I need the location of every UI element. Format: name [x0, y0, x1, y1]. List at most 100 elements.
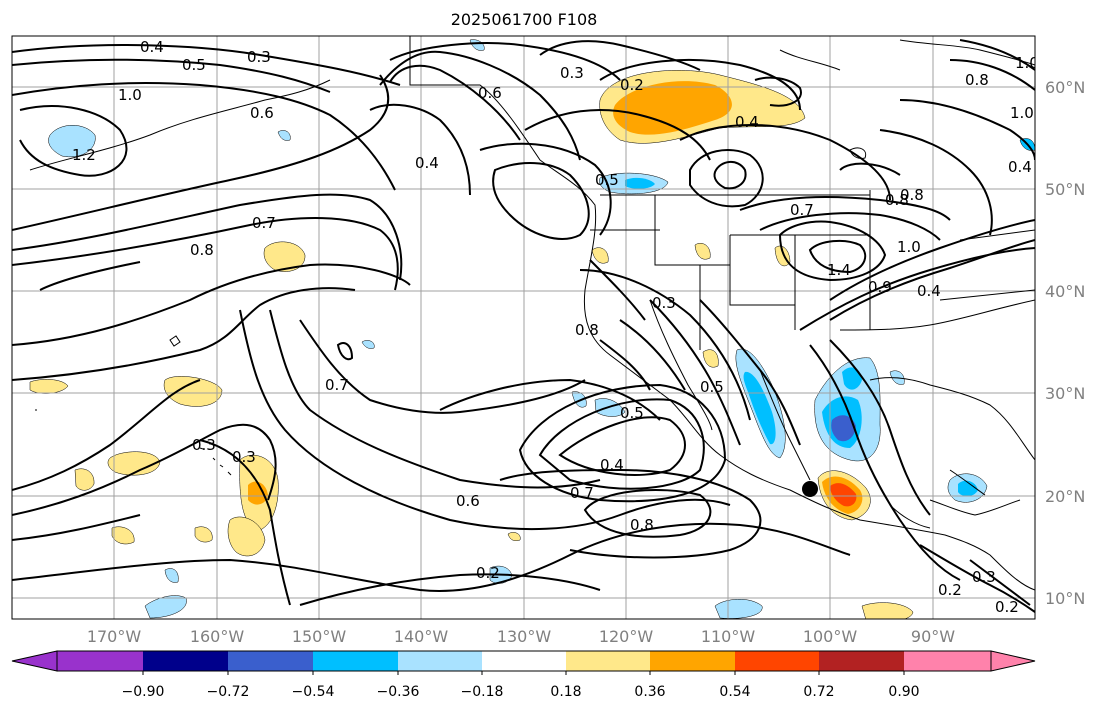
contour-label: 0.4	[735, 113, 759, 131]
contour-label: 1.0	[897, 238, 921, 256]
lon-label: 160°W	[190, 627, 245, 646]
warm-area	[591, 247, 609, 264]
lon-label: 90°W	[911, 627, 955, 646]
contour-label: 1.0	[1010, 104, 1034, 122]
colorbar-segment	[398, 651, 482, 671]
contour-label: 0.4	[600, 456, 624, 474]
lon-label: 170°W	[87, 627, 142, 646]
map-frame	[11, 35, 1036, 620]
contour-label: 0.7	[790, 201, 814, 219]
lat-label: 50°N	[1045, 180, 1085, 199]
cool-area	[571, 391, 587, 408]
contour-label: 1.4	[827, 261, 851, 279]
graticule	[12, 36, 1035, 619]
contour-label: 0.3	[560, 64, 584, 82]
contour-label: 0.9	[868, 278, 892, 296]
contour-label: 0.4	[140, 38, 164, 56]
warm-area	[194, 526, 213, 543]
contour-label: 0.6	[456, 492, 480, 510]
contour-label: 0.8	[190, 241, 214, 259]
lon-label: 150°W	[292, 627, 347, 646]
cool-area-core	[625, 177, 655, 189]
lon-label: 140°W	[394, 627, 449, 646]
cool-area	[48, 125, 96, 158]
contour-label: 0.5	[595, 171, 619, 189]
contour-label: 0.5	[182, 56, 206, 74]
lat-label: 20°N	[1045, 487, 1085, 506]
colorbar-segment	[57, 651, 143, 671]
colorbar-tick: −0.18	[461, 684, 504, 700]
warm-area-hot	[830, 483, 857, 507]
colorbar-frame	[56, 650, 992, 672]
colorbar-segment	[313, 651, 398, 671]
lon-label: 120°W	[599, 627, 654, 646]
colorbar-segment	[735, 651, 819, 671]
lon-label: 130°W	[497, 627, 552, 646]
contour-label: 0.8	[965, 71, 989, 89]
contour-label: 0.5	[620, 404, 644, 422]
contour-label: 0.7	[252, 214, 276, 232]
cool-area-core	[743, 371, 776, 445]
warm-area	[507, 532, 521, 541]
contour-label: 0.2	[476, 564, 500, 582]
contour-label: 1.2	[72, 146, 96, 164]
colorbar-segment	[650, 651, 735, 671]
contour-label: 0.8	[575, 321, 599, 339]
cool-area-core	[958, 480, 978, 497]
contour-label: 0.3	[192, 436, 216, 454]
colorbar-segment	[482, 651, 566, 671]
lon-label: 110°W	[701, 627, 756, 646]
colorbar-tick: 0.18	[550, 684, 581, 700]
lat-label: 10°N	[1045, 589, 1085, 608]
contour-label: 0.2	[620, 76, 644, 94]
contour-label: 0.3	[652, 294, 676, 312]
contour-label: 0.4	[917, 282, 941, 300]
contour-label: 0.2	[938, 581, 962, 599]
cool-area	[361, 340, 375, 349]
contour-label: 0.6	[478, 84, 502, 102]
warm-area	[263, 241, 306, 272]
contour-label: 1.0	[1015, 54, 1039, 72]
contour-label: 0.3	[972, 568, 996, 586]
cool-area-core	[842, 367, 862, 390]
warm-area	[74, 468, 95, 491]
contour-label: 0.6	[250, 104, 274, 122]
contour-label: 0.7	[325, 376, 349, 394]
colorbar-segment	[228, 651, 313, 671]
contour-label: 0.3	[247, 48, 271, 66]
warm-area	[861, 602, 914, 619]
colorbar-tick: −0.54	[292, 684, 335, 700]
contour-label: 0.3	[232, 448, 256, 466]
lat-label: 40°N	[1045, 282, 1085, 301]
contour-label: 0.8	[630, 516, 654, 534]
map-title: 2025061700 F108	[451, 10, 598, 29]
colorbar-extend-high	[990, 650, 1036, 672]
warm-area	[702, 349, 719, 368]
contour-lines	[12, 39, 1035, 613]
contour-label: 0.2	[995, 598, 1019, 616]
cool-area-deep	[831, 415, 856, 442]
cool-area	[164, 568, 179, 583]
colorbar-tick: 0.36	[634, 684, 665, 700]
warm-area	[694, 242, 711, 260]
warm-area	[107, 451, 161, 476]
warm-area	[227, 516, 266, 557]
colorbar-tick: 0.90	[888, 684, 919, 700]
lat-label: 30°N	[1045, 384, 1085, 403]
coastlines	[29, 36, 1035, 591]
latitude-labels: 60°N 50°N 40°N 30°N 20°N 10°N	[1045, 78, 1085, 608]
longitude-labels: 170°W 160°W 150°W 140°W 130°W 120°W 110°…	[87, 627, 955, 646]
contour-label: 1.0	[118, 86, 142, 104]
colorbar-segment	[566, 651, 650, 671]
warm-area	[29, 379, 69, 394]
colorbar-segment	[904, 651, 991, 671]
contour-label: 0.5	[700, 378, 724, 396]
contour-label: 0.4	[1008, 158, 1032, 176]
contour-label: 0.8	[900, 186, 924, 204]
warm-area	[111, 526, 135, 545]
contour-label: 0.7	[570, 484, 594, 502]
colorbar-tick: −0.36	[377, 684, 420, 700]
storm-center-marker	[802, 481, 818, 497]
contour-label: 0.8	[885, 191, 909, 209]
